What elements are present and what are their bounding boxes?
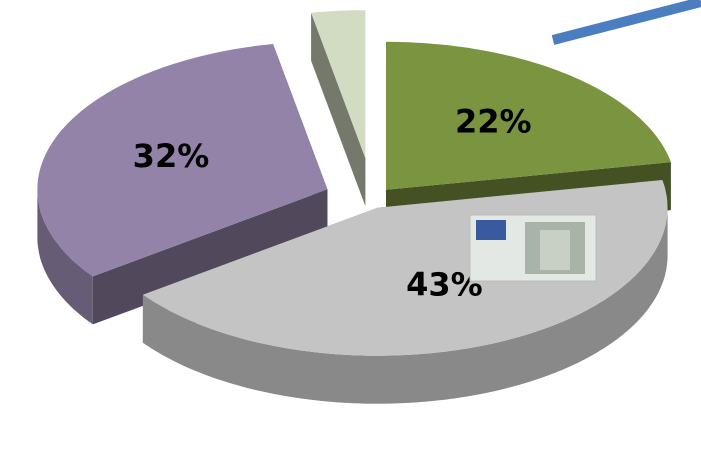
slice-side: [37, 189, 93, 325]
banknote-art: [540, 230, 570, 270]
slice-side: [142, 207, 668, 404]
slice: [311, 10, 366, 159]
slice: [37, 44, 328, 277]
slice-side: [311, 12, 366, 207]
banknote-flag: [476, 220, 506, 240]
decoration-line: [551, 0, 701, 45]
banknote-image: [469, 214, 597, 282]
slice: [386, 41, 671, 190]
data-label: 32%: [133, 137, 210, 175]
pie: [37, 10, 671, 404]
slice-side: [92, 189, 328, 325]
data-label: 3%: [310, 0, 364, 2]
data-label: 22%: [455, 103, 532, 141]
